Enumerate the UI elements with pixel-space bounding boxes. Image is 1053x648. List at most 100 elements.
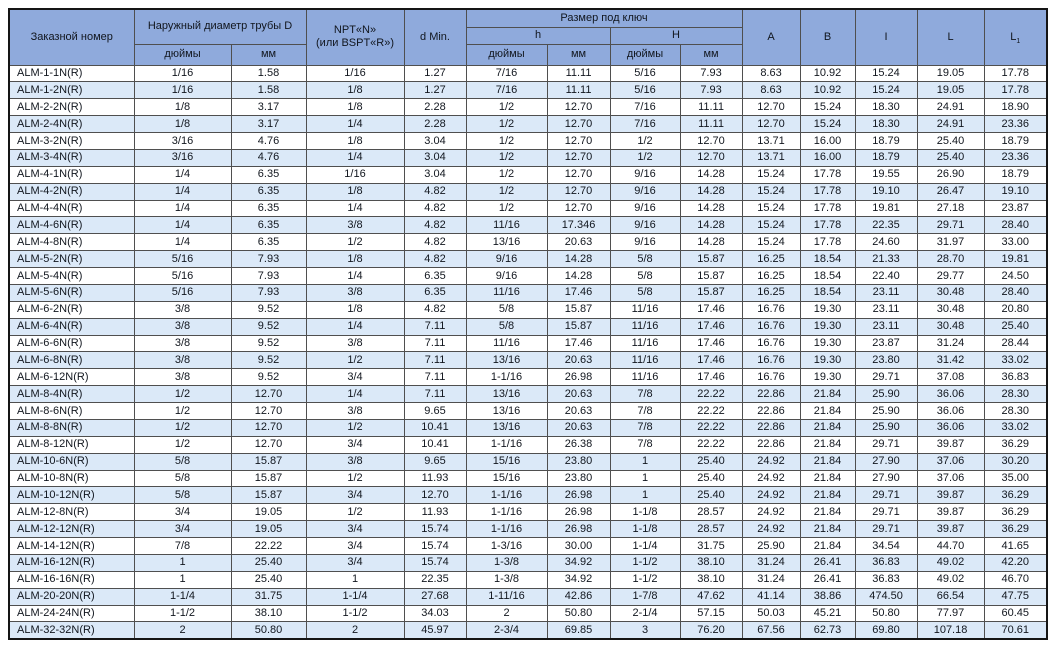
value-cell: 1-1/16: [465, 435, 548, 454]
table-row: ALM-32-32N(R) 2 50.80 2 45.97 2-3/4 69.85 3 76.2…: [8, 621, 1048, 640]
value-cell: 28.30: [983, 385, 1048, 403]
value-cell: 3/8: [133, 351, 232, 370]
order-number-cell: ALM-6-6N(R): [8, 334, 135, 353]
value-cell: 10.41: [403, 418, 467, 437]
value-cell: 1/8: [305, 300, 405, 319]
table-row: ALM-2-4N(R) 1/8 3.17 1/4 2.28 1/2 12.70 7/16 11.…: [8, 115, 1048, 133]
value-cell: 77.97: [916, 604, 985, 623]
value-cell: 11/16: [465, 334, 548, 353]
value-cell: 11/16: [609, 334, 681, 353]
value-cell: 6.35: [403, 283, 467, 302]
value-cell: 5/16: [133, 283, 232, 302]
value-cell: 29.71: [854, 520, 918, 538]
value-cell: 1/2: [609, 148, 681, 167]
value-cell: 1/4: [133, 199, 232, 218]
order-number-cell: ALM-12-8N(R): [8, 503, 135, 522]
value-cell: 69.85: [546, 621, 611, 640]
value-cell: 11.11: [679, 115, 743, 133]
value-cell: 16.00: [799, 148, 856, 167]
value-cell: 8.63: [741, 81, 801, 100]
value-cell: 9.65: [403, 402, 467, 420]
value-cell: 15/16: [465, 452, 548, 471]
order-number-cell: ALM-16-12N(R): [8, 553, 135, 572]
value-cell: 13.71: [741, 148, 801, 167]
value-cell: 19.05: [230, 520, 307, 538]
value-cell: 1.58: [230, 64, 307, 83]
value-cell: 29.71: [854, 503, 918, 522]
order-number-cell: ALM-24-24N(R): [8, 604, 135, 623]
value-cell: 13.71: [741, 132, 801, 150]
value-cell: 13/16: [465, 233, 548, 252]
value-cell: 15.24: [854, 64, 918, 83]
value-cell: 28.40: [983, 283, 1048, 302]
value-cell: 16.76: [741, 368, 801, 387]
value-cell: 18.79: [983, 165, 1048, 184]
value-cell: 1.27: [403, 81, 467, 100]
dimension-table: Заказной номер Наружный диаметр трубы D …: [8, 8, 1049, 640]
value-cell: 1: [133, 553, 232, 572]
value-cell: 70.61: [983, 621, 1048, 640]
value-cell: 23.87: [854, 334, 918, 353]
order-number-cell: ALM-4-4N(R): [8, 199, 135, 218]
value-cell: 36.29: [983, 486, 1048, 505]
value-cell: 1/4: [133, 165, 232, 184]
value-cell: 23.80: [854, 351, 918, 370]
order-number-cell: ALM-3-4N(R): [8, 148, 135, 167]
value-cell: 1/2: [305, 503, 405, 522]
value-cell: 4.76: [230, 148, 307, 167]
value-cell: 3/8: [305, 452, 405, 471]
value-cell: 28.44: [983, 334, 1048, 353]
value-cell: 107.18: [916, 621, 985, 640]
value-cell: 3/4: [305, 537, 405, 555]
value-cell: 18.30: [854, 115, 918, 133]
table-row: ALM-5-6N(R) 5/16 7.93 3/8 6.35 11/16 17.46 5/8 1…: [8, 283, 1048, 302]
value-cell: 3/8: [305, 334, 405, 353]
header-h-big: H: [609, 26, 743, 45]
value-cell: 12.70: [546, 199, 611, 218]
value-cell: 1.27: [403, 64, 467, 83]
value-cell: 14.28: [546, 250, 611, 268]
value-cell: 12.70: [230, 435, 307, 454]
value-cell: 14.28: [679, 216, 743, 235]
header-hh-inches: дюймы: [609, 43, 681, 66]
value-cell: 9.65: [403, 452, 467, 471]
order-number-cell: ALM-4-2N(R): [8, 182, 135, 201]
value-cell: 3/4: [305, 520, 405, 538]
value-cell: 69.80: [854, 621, 918, 640]
header-d-min: d Min.: [403, 8, 467, 66]
value-cell: 16.76: [741, 300, 801, 319]
value-cell: 26.38: [546, 435, 611, 454]
value-cell: 34.92: [546, 570, 611, 589]
value-cell: 9/16: [609, 233, 681, 252]
value-cell: 15.87: [230, 486, 307, 505]
value-cell: 17.46: [679, 300, 743, 319]
value-cell: 11/16: [465, 283, 548, 302]
value-cell: 7/8: [609, 402, 681, 420]
dimension-table-container: Заказной номер Наружный диаметр трубы D …: [8, 8, 1049, 640]
value-cell: 1/16: [133, 64, 232, 83]
value-cell: 12.70: [230, 385, 307, 403]
table-row: ALM-10-8N(R) 5/8 15.87 1/2 11.93 15/16 23.80 1 2…: [8, 469, 1048, 488]
value-cell: 1/2: [465, 148, 548, 167]
value-cell: 14.28: [679, 199, 743, 218]
value-cell: 15.87: [679, 283, 743, 302]
value-cell: 24.91: [916, 115, 985, 133]
value-cell: 3/4: [133, 503, 232, 522]
value-cell: 15.87: [230, 469, 307, 488]
table-row: ALM-6-4N(R) 3/8 9.52 1/4 7.11 5/8 15.87 11/16 17…: [8, 317, 1048, 336]
value-cell: 1-1/2: [609, 570, 681, 589]
table-row: ALM-10-12N(R) 5/8 15.87 3/4 12.70 1-1/16 26.98…: [8, 486, 1048, 505]
value-cell: 22.86: [741, 418, 801, 437]
value-cell: 9.52: [230, 368, 307, 387]
value-cell: 9/16: [609, 182, 681, 201]
value-cell: 1/2: [465, 115, 548, 133]
value-cell: 23.36: [983, 148, 1048, 167]
table-row: ALM-16-12N(R) 1 25.40 3/4 15.74 1-3/8 34.92 1-1…: [8, 553, 1048, 572]
value-cell: 1: [133, 570, 232, 589]
table-row: ALM-8-6N(R) 1/2 12.70 3/8 9.65 13/16 20.63 7/8 2…: [8, 402, 1048, 420]
value-cell: 22.40: [854, 267, 918, 285]
value-cell: 6.35: [230, 165, 307, 184]
order-number-cell: ALM-6-12N(R): [8, 368, 135, 387]
order-number-cell: ALM-10-8N(R): [8, 469, 135, 488]
value-cell: 26.98: [546, 486, 611, 505]
